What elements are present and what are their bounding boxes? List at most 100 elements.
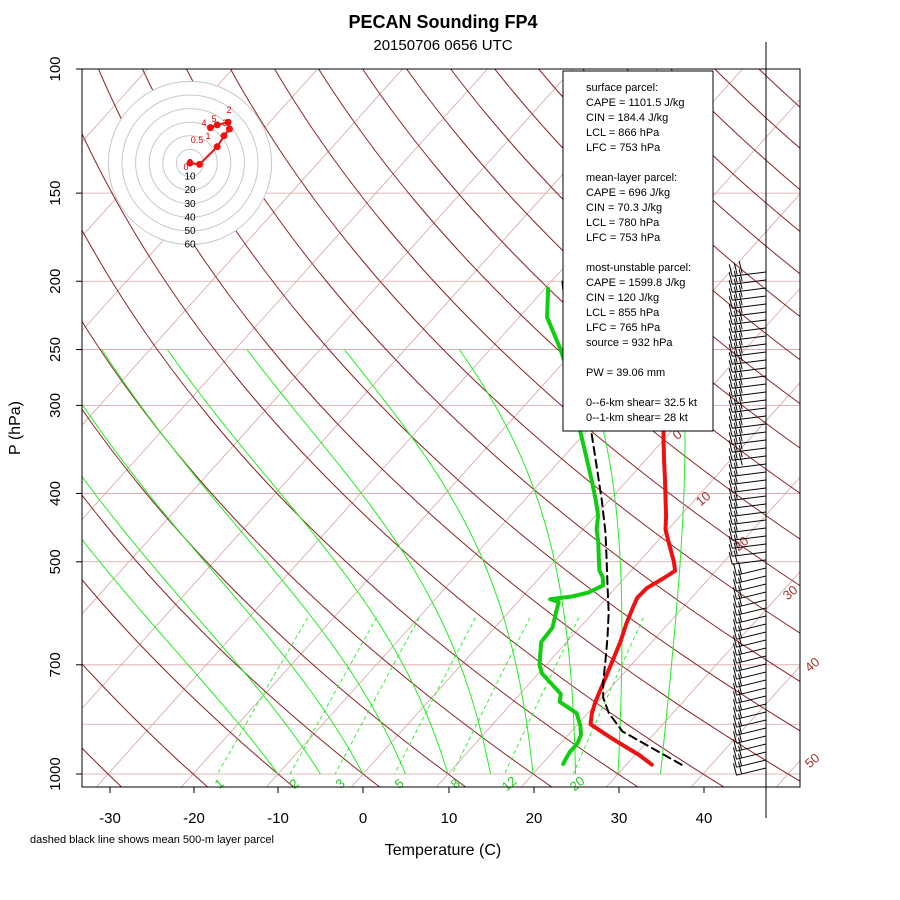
footnote: dashed black line shows mean 500-m layer…: [30, 834, 274, 846]
dry-adiabat: [406, 69, 800, 449]
wind-barb: [736, 671, 767, 680]
wind-barb-flag: [728, 352, 733, 365]
dry-adiabat: [714, 69, 800, 149]
y-tick-label: 300: [47, 393, 64, 418]
isotherm: [82, 69, 573, 615]
wind-barb: [736, 719, 767, 728]
x-tick-label: -10: [267, 810, 289, 827]
wind-barb-flag: [728, 536, 733, 549]
mixing-ratio-line: [334, 617, 420, 775]
info-line: LFC = 753 hPa: [586, 232, 661, 244]
moist-adiabat: [660, 349, 686, 775]
wind-barb: [736, 583, 767, 592]
wind-barb-flag: [738, 689, 742, 702]
wind-barb-flag: [738, 577, 742, 590]
wind-barb: [732, 463, 767, 469]
wind-barb-flag: [728, 360, 733, 373]
moist-adiabat: [458, 349, 576, 774]
wind-barb-flag: [733, 747, 737, 760]
dry-adiabat: [626, 69, 800, 233]
info-line: CAPE = 1101.5 J/kg: [586, 97, 685, 109]
hodograph-point: [186, 159, 194, 167]
wind-barb-flag: [738, 681, 742, 694]
wind-barb: [732, 343, 767, 349]
wind-barb-flag: [728, 400, 733, 413]
wind-barb-flag: [733, 659, 737, 672]
wind-barb-flag: [733, 374, 738, 387]
wind-barb-flag: [733, 723, 737, 736]
wind-barb-flag: [738, 445, 743, 458]
wind-barb-flag: [728, 384, 733, 397]
wind-barb-flag: [738, 713, 742, 726]
wind-barb-flag: [733, 571, 737, 584]
wind-barb-flag: [738, 697, 742, 710]
wind-barb-flag: [738, 705, 742, 718]
wind-barb: [732, 319, 767, 325]
wind-barb-flag: [733, 587, 737, 600]
wind-barb-flag: [728, 440, 733, 453]
wind-barb-flag: [738, 277, 743, 290]
wind-barb-flag: [733, 486, 738, 499]
wind-barb: [732, 279, 767, 285]
wind-barb-flag: [733, 595, 737, 608]
wind-barb-flag: [733, 611, 737, 624]
wind-barb: [736, 679, 767, 688]
wind-barb-flag: [738, 665, 742, 678]
y-tick-label: 150: [47, 181, 64, 206]
wind-barb: [732, 295, 767, 301]
wind-barb-flag: [728, 520, 733, 533]
wind-barb: [732, 271, 767, 277]
wind-barb: [736, 767, 767, 776]
hodograph-point: [213, 121, 221, 129]
wind-barb-flag: [733, 755, 737, 768]
hodograph-point: [220, 132, 228, 140]
wind-barb-flag: [733, 526, 738, 539]
wind-barb-flag: [728, 392, 733, 405]
wind-barb-flag: [733, 643, 737, 656]
info-line: LFC = 765 hPa: [586, 322, 661, 334]
dry-adiabat: [82, 132, 725, 787]
wind-barb: [732, 367, 767, 373]
wind-barb-flag: [728, 504, 733, 517]
moist-adiabat: [82, 538, 279, 775]
y-tick-label: 100: [47, 56, 64, 81]
wind-barb-flag: [738, 381, 743, 394]
hodograph-ring: [148, 121, 232, 205]
wind-barb-flag: [738, 309, 743, 322]
wind-barb-flag: [738, 269, 743, 282]
wind-barb-flag: [728, 480, 733, 493]
wind-barb-flag: [733, 262, 738, 275]
wind-barb: [736, 615, 767, 624]
wind-barb-flag: [733, 603, 737, 616]
wind-barb: [736, 743, 767, 752]
wind-barb: [736, 575, 767, 584]
wind-barb: [736, 639, 767, 648]
wind-barb-flag: [733, 478, 738, 491]
wind-barb: [736, 655, 767, 664]
wind-barb-flag: [728, 368, 733, 381]
wind-barb-flag: [728, 464, 733, 477]
wind-barb-flag: [733, 707, 737, 720]
dry-adiabat: [450, 69, 800, 405]
wind-barb: [736, 591, 767, 600]
dry-adiabat: [186, 69, 800, 682]
wind-barb-flag: [733, 414, 738, 427]
mixing-ratio-line: [394, 617, 476, 775]
wind-barb: [732, 407, 767, 413]
wind-barb-flag: [733, 470, 738, 483]
dewpoint-profile: [537, 286, 606, 766]
wind-barb: [732, 447, 767, 453]
thermo-grid: [82, 69, 800, 787]
wind-barb-flag: [733, 462, 738, 475]
isotherm: [775, 760, 800, 787]
wind-barb-flag: [728, 264, 733, 277]
info-box: surface parcel: CAPE = 1101.5 J/kg CIN = 1…: [562, 70, 714, 432]
wind-barb-flag: [738, 261, 743, 274]
moist-adiabat: [82, 403, 364, 775]
isotherm: [180, 98, 800, 787]
info-line: surface parcel:: [586, 82, 658, 94]
wind-barb-flag: [733, 563, 737, 576]
mixing-ratio-label: 5: [392, 775, 407, 791]
wind-barb-flag: [738, 721, 742, 734]
wind-barb-flag: [733, 635, 737, 648]
